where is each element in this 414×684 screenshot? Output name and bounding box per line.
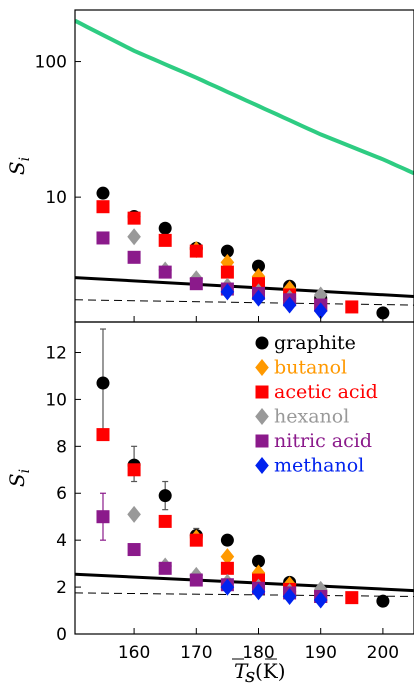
nitric-acid-marker: [96, 510, 110, 524]
legend-acetic-acid-marker: [255, 385, 269, 399]
top-curve-2: [75, 299, 414, 306]
nitric-acid-marker: [189, 277, 203, 291]
top-curve-1: [75, 276, 414, 298]
y-tick-label: 100: [35, 53, 67, 73]
series-nitric-acid: [96, 231, 328, 312]
acetic-acid-marker: [345, 591, 359, 605]
methanol-marker: [220, 283, 235, 301]
acetic-acid-marker: [189, 533, 203, 547]
legend-label: graphite: [274, 332, 356, 354]
legend-nitric-acid-marker: [255, 434, 269, 448]
graphite-marker: [96, 186, 110, 200]
methanol-marker: [313, 591, 328, 609]
hexanol-marker: [127, 505, 141, 523]
legend-label: methanol: [274, 455, 364, 477]
y-tick-label: 2: [56, 578, 67, 598]
series-methanol: [220, 283, 328, 320]
graphite-marker: [220, 533, 234, 547]
y-tick-label: 10: [45, 188, 67, 208]
x-tick-label: 180: [242, 643, 274, 663]
top-axes-frame: [74, 9, 414, 323]
nitric-acid-marker: [189, 573, 203, 587]
bottom-plot-area: [75, 328, 414, 609]
legend-label: butanol: [274, 357, 347, 379]
methanol-marker: [251, 289, 266, 307]
svg-text:s: s: [245, 663, 255, 684]
acetic-acid-marker: [220, 561, 234, 575]
x-tick-label: 200: [367, 643, 399, 663]
bottom-curve-0: [75, 572, 414, 593]
top-panel: 10 100 Si: [5, 9, 414, 323]
legend-label: acetic acid: [274, 381, 378, 403]
y-tick-label: 6: [56, 484, 67, 504]
y-axis-label: Si: [5, 157, 33, 175]
series-nitric-acid: [96, 510, 328, 603]
legend-butanol-marker: [255, 359, 269, 376]
nitric-acid-marker: [158, 561, 172, 575]
methanol-marker: [282, 296, 297, 314]
graphite-marker: [251, 259, 265, 273]
legend-hexanol-marker: [255, 408, 269, 425]
bottom-curve-1: [75, 592, 414, 597]
x-tick-label: 170: [180, 643, 212, 663]
butanol-marker: [220, 548, 235, 566]
acetic-acid-marker: [96, 428, 110, 442]
graphite-marker: [376, 306, 390, 320]
methanol-marker: [220, 578, 235, 596]
y-tick-label: 12: [45, 343, 67, 363]
series-methanol: [220, 578, 328, 609]
bottom-axes-frame: [74, 321, 414, 635]
svg-text:T: T: [234, 659, 249, 683]
graphite-marker: [96, 376, 110, 390]
methanol-marker: [251, 583, 266, 601]
methanol-marker: [313, 302, 328, 320]
x-tick-label: 190: [304, 643, 336, 663]
nitric-acid-marker: [127, 250, 141, 264]
top-plot-area: [75, 18, 414, 320]
nitric-acid-marker: [96, 231, 110, 245]
series-acetic-acid: [96, 200, 359, 314]
bottom-panel: 0 2 4 6 8 10 12 160 170 180 190 200 Si: [5, 321, 414, 663]
y-axis-label: Si: [5, 469, 33, 487]
legend-label: hexanol: [274, 406, 349, 428]
y-tick-label: 4: [56, 531, 67, 551]
nitric-acid-marker: [158, 265, 172, 279]
graphite-marker: [376, 594, 390, 608]
legend-item-graphite: graphite: [255, 332, 356, 354]
graphite-marker: [220, 244, 234, 258]
legend-item-hexanol: hexanol: [255, 406, 349, 428]
acetic-acid-marker: [158, 233, 172, 247]
y-tick-label: 0: [56, 625, 67, 645]
acetic-acid-marker: [189, 244, 203, 258]
acetic-acid-marker: [220, 265, 234, 279]
top-curve-0: [75, 18, 414, 176]
x-tick-label: 160: [118, 643, 150, 663]
y-tick-label: 8: [56, 437, 67, 457]
legend-item-acetic-acid: acetic acid: [255, 381, 378, 403]
legend-graphite-marker: [255, 336, 269, 350]
graphite-marker: [158, 221, 172, 235]
acetic-acid-marker: [127, 463, 141, 477]
svg-text:(K): (K): [255, 659, 286, 683]
legend-label: nitric acid: [274, 430, 372, 452]
acetic-acid-marker: [96, 200, 110, 214]
acetic-acid-marker: [158, 514, 172, 528]
legend-methanol-marker: [255, 457, 269, 474]
legend-item-butanol: butanol: [255, 357, 347, 379]
acetic-acid-marker: [345, 300, 359, 314]
y-tick-label: 10: [45, 390, 67, 410]
graphite-marker: [251, 554, 265, 568]
legend-item-nitric-acid: nitric acid: [255, 430, 372, 452]
hexanol-marker: [127, 228, 141, 246]
x-axis-label: T s (K): [232, 658, 286, 684]
acetic-acid-marker: [127, 211, 141, 225]
nitric-acid-marker: [127, 543, 141, 557]
legend-item-methanol: methanol: [255, 455, 364, 477]
methanol-marker: [282, 587, 297, 605]
graphite-marker: [158, 489, 172, 503]
